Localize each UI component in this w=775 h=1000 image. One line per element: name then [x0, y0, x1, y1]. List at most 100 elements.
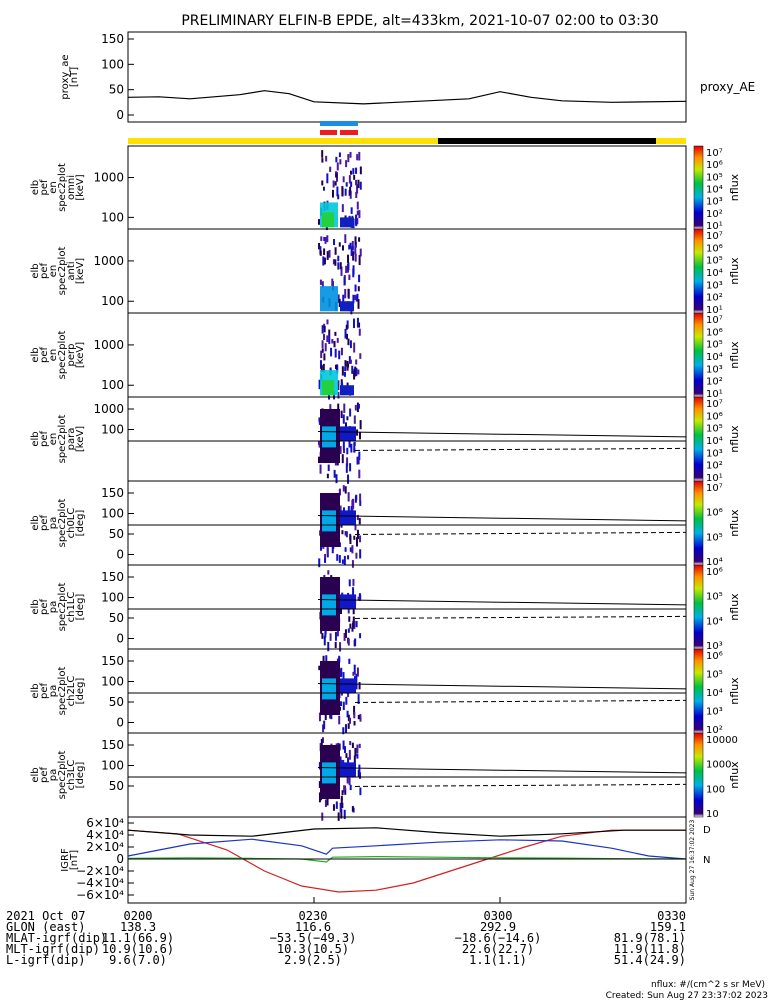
ytick-label: 100: [101, 423, 124, 437]
heatmap-cell: [352, 620, 355, 628]
heatmap-cell: [338, 555, 341, 563]
heatmap-cell: [354, 404, 357, 411]
heatmap-cell: [347, 555, 350, 560]
heatmap-cell: [338, 656, 341, 662]
heatmap-cell: [347, 254, 350, 263]
heatmap-cell: [321, 325, 324, 334]
colorbar-tick: 10⁶: [706, 567, 723, 578]
colorbar-tick: 10¹: [706, 305, 723, 316]
footer-cell: 9.6(7.0): [109, 953, 167, 967]
heatmap-cell: [352, 587, 355, 595]
colorbar-tick: 10⁷: [706, 231, 723, 242]
heatmap-cell: [359, 714, 362, 719]
orbit-bar-yellow-left: [128, 138, 438, 144]
heatmap-cell: [359, 181, 362, 190]
colorbar-tick: 10⁵: [706, 172, 723, 183]
heatmap-cell: [357, 286, 360, 292]
series-z: [127, 855, 687, 863]
heatmap-cell: [326, 796, 329, 806]
heatmap-cell: [346, 361, 349, 371]
heatmap-cell: [338, 298, 341, 307]
heatmap-cell: [331, 189, 334, 198]
heatmap-cell: [340, 795, 343, 801]
heatmap-cell: [348, 244, 351, 250]
heatmap-cell: [347, 291, 350, 298]
footer-row-label: L-igrf(dip): [6, 953, 85, 967]
heatmap-cell: [352, 251, 355, 261]
heatmap-cell: [342, 701, 345, 711]
heatmap-cell: [358, 328, 361, 336]
heatmap-core: [340, 385, 354, 396]
heatmap-cell: [337, 391, 340, 399]
ylabel-line: pef: [39, 347, 50, 364]
heatmap-cell: [350, 443, 353, 453]
heatmap-cell: [339, 159, 342, 165]
heatmap-cell: [355, 359, 358, 365]
footer-cell: 81.9(78.1): [614, 931, 686, 945]
heatmap-cell: [341, 559, 344, 564]
heatmap-cell: [321, 158, 324, 163]
ytick-label: −2×10⁴: [76, 864, 124, 878]
heatmap-cell: [336, 364, 339, 374]
heatmap-cell: [353, 664, 356, 675]
colorbar-tick: 10⁵: [706, 592, 723, 603]
heatmap-cell: [339, 262, 342, 270]
colorbar-tick: 10⁶: [706, 651, 723, 662]
colorbar-tick: 10³: [706, 707, 723, 718]
colorbar-tick: 10⁴: [706, 268, 723, 279]
heatmap-cell: [344, 486, 347, 494]
heatmap-cell: [333, 340, 336, 348]
heatmap-cell: [358, 274, 361, 283]
colorbar: [693, 396, 704, 482]
heatmap-cell: [345, 696, 348, 705]
heatmap-cell: [340, 808, 343, 819]
heatmap-cell: [359, 549, 362, 559]
heatmap-core: [340, 301, 354, 312]
heatmap-cell: [334, 247, 337, 255]
heatmap-cell: [350, 181, 353, 187]
ytick-label: 100: [101, 210, 124, 224]
ylabel-line: spec2plot: [57, 247, 68, 296]
heatmap-cell: [340, 347, 343, 356]
heatmap-cell: [341, 366, 344, 376]
heatmap-cell: [359, 717, 362, 722]
heatmap-cell: [352, 268, 355, 278]
heatmap-cell: [354, 366, 357, 377]
heatmap-cell: [354, 294, 357, 301]
ytick-label: 1000: [93, 254, 124, 268]
heatmap-cell: [338, 242, 341, 247]
heatmap-cell: [357, 403, 360, 409]
footer-cell: 11.1(66.9): [102, 931, 174, 945]
ylabel-line: anti: [66, 261, 77, 280]
heatmap-cell: [347, 154, 350, 163]
orbit-bar-black: [438, 138, 656, 144]
heatmap-cell: [323, 720, 326, 730]
heatmap-cell: [355, 683, 358, 690]
anti-loss-cone-line: [354, 531, 687, 535]
ytick-label: 0: [116, 716, 124, 730]
panel-frame: [127, 564, 687, 650]
heatmap-cell: [352, 616, 355, 622]
heatmap-cell: [355, 537, 358, 547]
heatmap-cell: [359, 633, 362, 639]
ytick-label: 0: [116, 852, 124, 866]
chart-title: PRELIMINARY ELFIN-B EPDE, alt=433km, 202…: [181, 13, 658, 29]
heatmap-cell: [324, 711, 327, 721]
heatmap-cell: [324, 553, 327, 561]
anti-loss-cone-line: [354, 699, 687, 703]
heatmap-cell: [352, 318, 355, 329]
heatmap-cell: [344, 531, 347, 536]
heatmap-cell: [345, 333, 348, 340]
ylabel-line: perp: [66, 344, 77, 367]
ytick-label: 100: [101, 57, 124, 71]
heatmap-cell: [332, 804, 335, 811]
ylabel-line: elb: [30, 599, 41, 614]
colorbar-tick: 10⁵: [706, 532, 723, 543]
colorbar-tick: 10³: [706, 364, 723, 375]
colorbar-tick: 10³: [706, 280, 723, 291]
